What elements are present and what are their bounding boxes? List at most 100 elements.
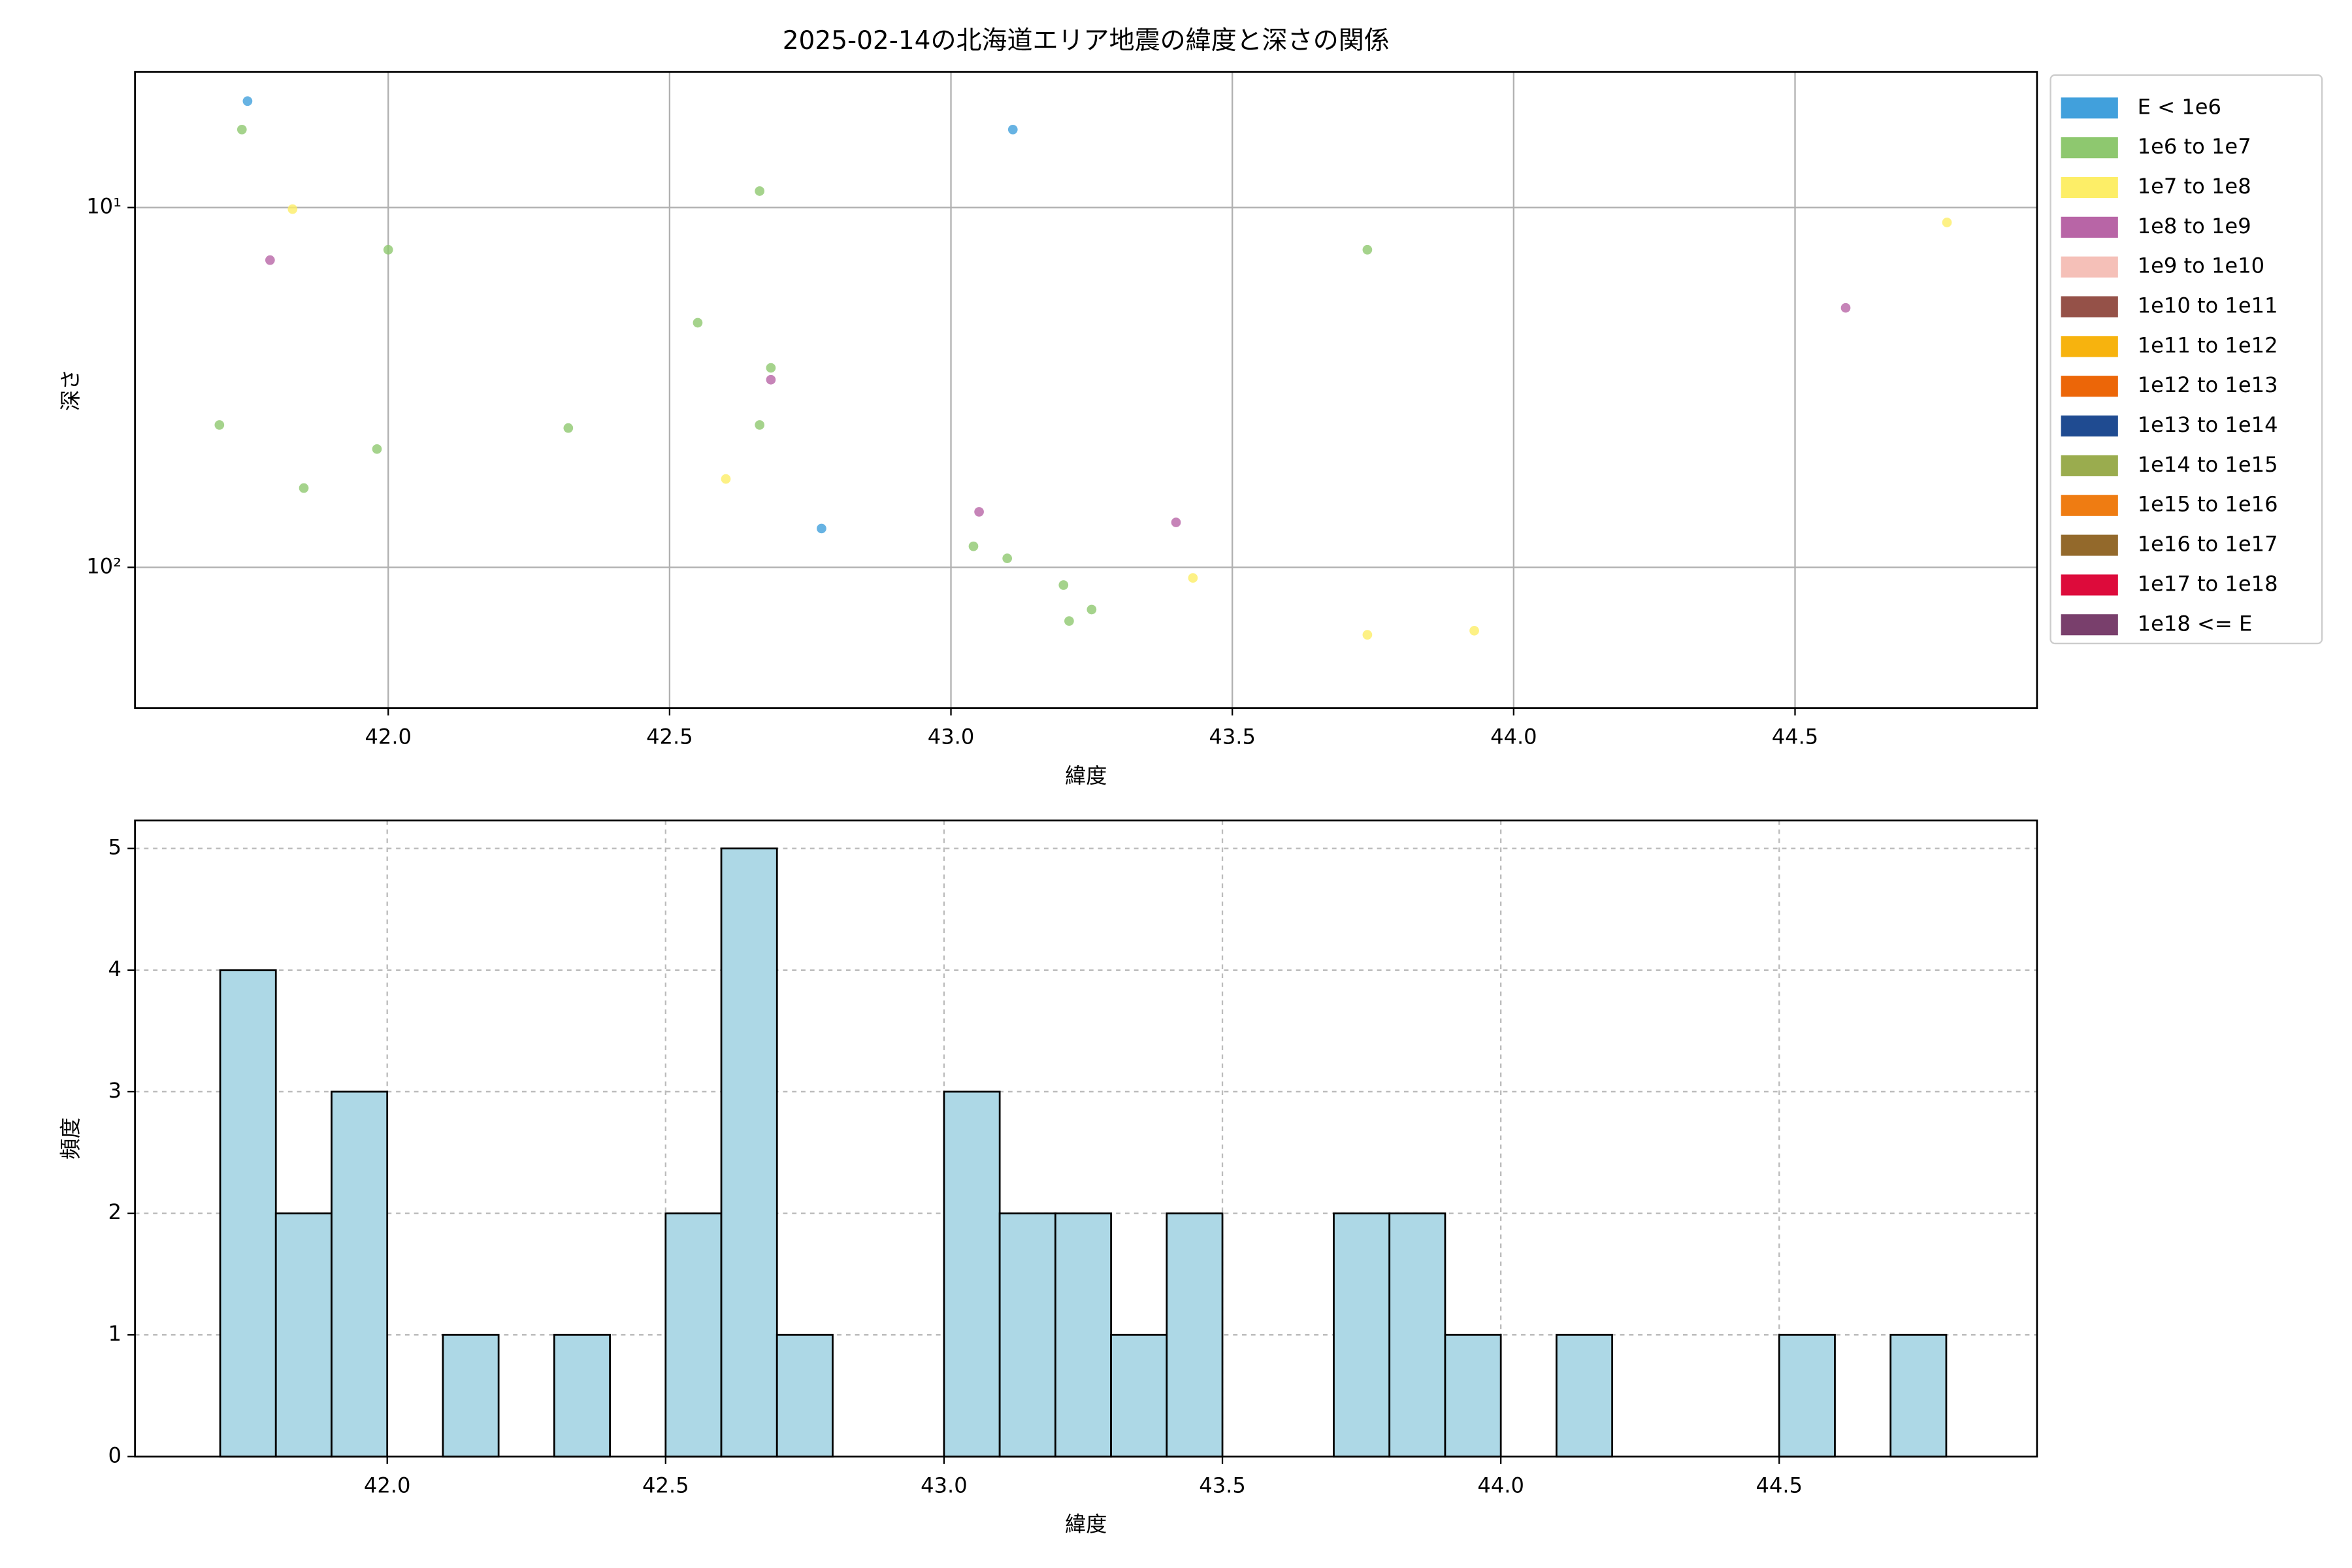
point (755, 186, 765, 196)
bar (720, 847, 778, 1458)
legend-label: 1e7 to 1e8 (2138, 174, 2251, 199)
plot-frame (134, 71, 2038, 710)
legend-label: 1e9 to 1e10 (2138, 253, 2264, 278)
point (237, 124, 247, 135)
point (287, 204, 298, 214)
bar (943, 1090, 1001, 1458)
y-tick-label: 0 (108, 1443, 122, 1467)
point (1086, 604, 1097, 615)
bar (998, 1212, 1056, 1458)
y-axis-label: 深さ (58, 369, 83, 411)
legend-label: 1e8 to 1e9 (2138, 214, 2251, 238)
legend-swatch (2061, 216, 2118, 238)
bar (776, 1333, 834, 1458)
point (1942, 218, 1952, 227)
y-tick-label: 10² (86, 553, 122, 578)
legend-label: E < 1e6 (2138, 94, 2221, 119)
bar (1166, 1212, 1224, 1458)
legend-label: 1e18 <= E (2138, 611, 2253, 636)
legend-frame (2050, 74, 2323, 645)
plot-frame (134, 819, 2038, 1458)
bar (1333, 1212, 1391, 1458)
chart-title: 2025-02-14の北海道エリア地震の緯度と深さの関係 (783, 26, 1390, 56)
point (1362, 244, 1373, 255)
point (1362, 630, 1373, 640)
bar (1444, 1333, 1502, 1458)
legend-swatch (2061, 296, 2118, 318)
point (1058, 580, 1069, 590)
x-tick-label: 44.0 (1490, 725, 1537, 749)
point (1007, 124, 1018, 135)
legend-swatch (2061, 614, 2118, 636)
bar (1388, 1212, 1446, 1458)
y-tick-label: 2 (108, 1200, 122, 1224)
y-tick-label: 3 (108, 1078, 122, 1103)
y-tick-label: 5 (108, 835, 122, 860)
bar (274, 1212, 333, 1458)
point (1002, 553, 1013, 563)
x-tick-label: 43.0 (921, 1473, 968, 1497)
bar (1889, 1333, 1948, 1458)
legend-swatch (2061, 455, 2118, 476)
x-tick-label: 42.5 (646, 725, 693, 749)
point (299, 483, 309, 493)
legend-swatch (2061, 97, 2118, 119)
point (766, 363, 776, 373)
point (372, 444, 382, 454)
legend-swatch (2061, 336, 2118, 357)
y-tick-label: 10¹ (86, 194, 122, 219)
bar (1778, 1333, 1836, 1458)
x-tick-label: 44.5 (1772, 725, 1819, 749)
point (1171, 517, 1181, 527)
bar (1556, 1333, 1613, 1458)
point (1840, 302, 1851, 313)
point (721, 474, 731, 484)
x-tick-label: 42.5 (642, 1473, 689, 1497)
y-tick-label: 1 (108, 1321, 122, 1346)
legend-label: 1e15 to 1e16 (2138, 492, 2278, 517)
bar (664, 1212, 723, 1458)
y-tick-label: 4 (108, 956, 122, 981)
legend-label: 1e13 to 1e14 (2138, 412, 2278, 437)
legend-swatch (2061, 176, 2118, 199)
bar (331, 1090, 389, 1458)
point (1469, 626, 1479, 636)
point (242, 96, 253, 106)
point (817, 523, 826, 534)
legend-swatch (2061, 137, 2118, 159)
point (1064, 616, 1074, 626)
point (1188, 573, 1198, 583)
bar (553, 1333, 611, 1458)
bar (442, 1333, 500, 1458)
point (563, 423, 574, 433)
point (974, 507, 984, 517)
legend-label: 1e17 to 1e18 (2138, 571, 2278, 596)
point (755, 420, 765, 430)
legend-label: 1e6 to 1e7 (2138, 134, 2251, 159)
legend-label: 1e10 to 1e11 (2138, 293, 2278, 318)
x-tick-label: 42.0 (364, 1473, 411, 1497)
x-axis-label: 緯度 (1065, 1512, 1107, 1537)
x-tick-label: 43.0 (928, 725, 975, 749)
x-tick-label: 42.0 (365, 725, 412, 749)
x-tick-label: 44.0 (1477, 1473, 1524, 1497)
legend-swatch (2061, 495, 2118, 516)
point (265, 255, 275, 265)
legend-swatch (2061, 256, 2118, 278)
point (693, 318, 703, 328)
x-tick-label: 44.5 (1756, 1473, 1803, 1497)
legend-swatch (2061, 534, 2118, 556)
y-axis-label: 頻度 (58, 1117, 83, 1159)
x-axis-label: 緯度 (1065, 763, 1107, 788)
legend-label: 1e12 to 1e13 (2138, 372, 2278, 397)
bar (1110, 1333, 1168, 1458)
legend-label: 1e16 to 1e17 (2138, 532, 2278, 557)
point (968, 541, 979, 551)
point (383, 244, 393, 255)
legend-swatch (2061, 415, 2118, 437)
legend-swatch (2061, 574, 2118, 596)
x-tick-label: 43.5 (1209, 725, 1256, 749)
legend-label: 1e11 to 1e12 (2138, 333, 2278, 357)
